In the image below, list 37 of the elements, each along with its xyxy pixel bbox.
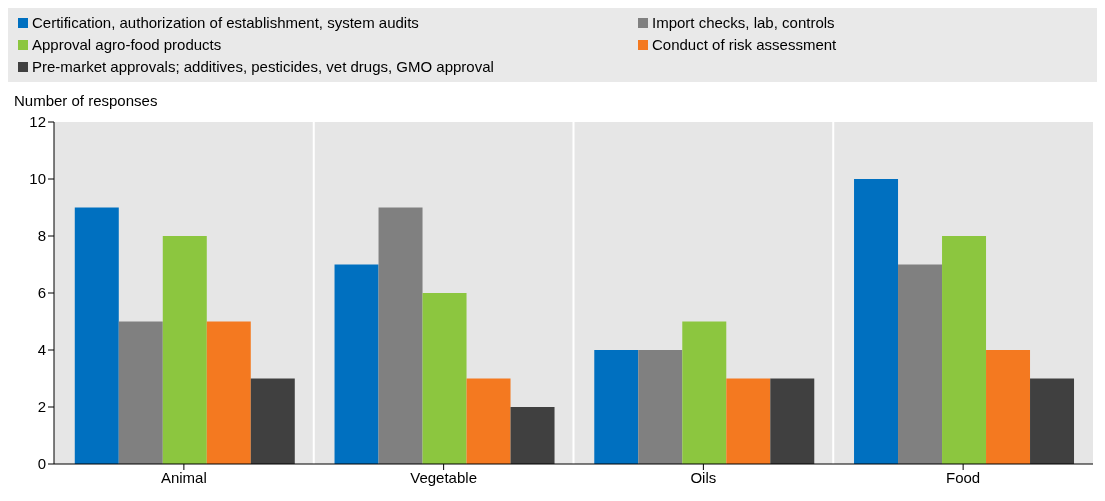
legend-label: Import checks, lab, controls <box>652 13 835 33</box>
bar <box>422 293 467 464</box>
bar <box>726 378 771 464</box>
bar <box>466 378 511 464</box>
bar <box>162 236 207 464</box>
x-tick-label: Food <box>946 468 981 486</box>
bar <box>206 321 251 464</box>
bar <box>770 378 815 464</box>
bar <box>898 264 943 464</box>
bar <box>682 321 727 464</box>
y-tick-label: 2 <box>37 398 46 416</box>
bar <box>854 179 899 464</box>
y-tick-label: 8 <box>37 227 46 245</box>
y-axis-title: Number of responses <box>14 92 159 111</box>
bar <box>942 236 987 464</box>
bar <box>510 407 555 464</box>
legend-label: Conduct of risk assessment <box>652 35 837 55</box>
legend-label: Approval agro-food products <box>32 35 222 55</box>
bar <box>74 207 119 464</box>
legend-label: Certification, authorization of establishment, system audits <box>32 13 419 33</box>
x-tick-label: Oils <box>690 468 717 486</box>
bar <box>1030 378 1075 464</box>
y-tick-label: 0 <box>37 455 46 473</box>
bar <box>986 350 1031 464</box>
x-tick-label: Animal <box>160 468 207 486</box>
bar <box>638 350 683 464</box>
x-tick-label: Vegetable <box>410 468 477 486</box>
y-tick-label: 12 <box>29 113 46 131</box>
bar <box>334 264 379 464</box>
y-tick-label: 6 <box>37 284 46 302</box>
bar <box>594 350 639 464</box>
bar <box>378 207 423 464</box>
y-tick-label: 4 <box>37 341 46 359</box>
bar <box>118 321 163 464</box>
y-tick-label: 10 <box>29 170 46 188</box>
bar <box>250 378 295 464</box>
legend-label: Pre-market approvals; additives, pesticides, vet drugs, GMO approval <box>32 57 494 77</box>
